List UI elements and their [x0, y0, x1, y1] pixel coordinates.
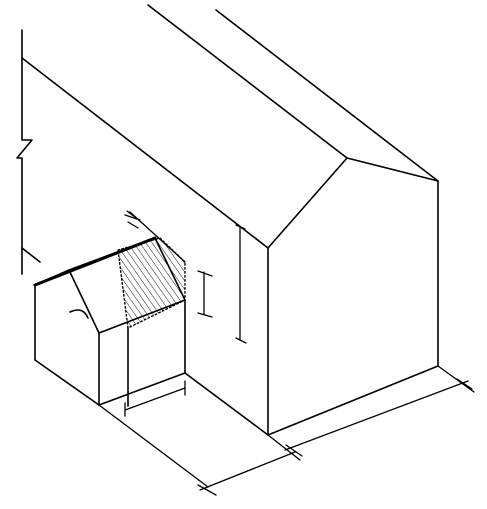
annex-roof	[33, 236, 186, 407]
roof-ridge-line	[147, 4, 348, 159]
angle-arc	[69, 309, 89, 319]
gable-outline	[267, 157, 439, 249]
annex-roof-eave	[98, 299, 186, 334]
dim-annex-height-bottom	[197, 312, 213, 318]
wall-break-line	[16, 29, 33, 275]
dim-house-width-extension-left	[267, 434, 301, 461]
dim-house-depth	[199, 451, 296, 491]
break-mark	[16, 29, 33, 275]
dimension-lines	[98, 210, 475, 496]
dim-slope-tick-a	[126, 210, 136, 218]
dim-slope-end	[124, 214, 141, 221]
annex-roof-upper-edge	[68, 237, 156, 271]
main-house-roof	[21, 4, 439, 249]
annex-left-base	[34, 359, 100, 406]
dim-depth-extension	[98, 404, 209, 488]
annex-to-house-base	[184, 372, 269, 436]
dim-annex-width	[124, 387, 186, 411]
gable-base-line	[267, 365, 439, 436]
side-wall-base-segment	[21, 247, 41, 263]
annex-walls	[34, 284, 269, 436]
dim-house-width-extension-right	[437, 365, 475, 393]
hatch-fill	[118, 238, 185, 328]
dim-wall-height-bottom	[235, 337, 247, 344]
dim-house-width-left-tick	[285, 444, 303, 457]
main-house-gable	[267, 157, 439, 436]
annex-gable	[34, 269, 100, 334]
hatched-roof-area	[117, 237, 186, 330]
dim-wall-height-top	[235, 224, 246, 230]
annex-front-base	[98, 372, 186, 406]
roof-eave-line	[21, 57, 269, 249]
dim-house-width-right-tick	[456, 378, 473, 390]
annex-roof-right-edge	[154, 237, 186, 301]
dim-house-width	[284, 380, 469, 451]
dim-slope-tick-b	[127, 221, 139, 229]
dim-house-depth-left-tick	[197, 484, 217, 496]
dim-annex-height-top	[197, 270, 213, 277]
roof-back-edge	[215, 9, 439, 182]
